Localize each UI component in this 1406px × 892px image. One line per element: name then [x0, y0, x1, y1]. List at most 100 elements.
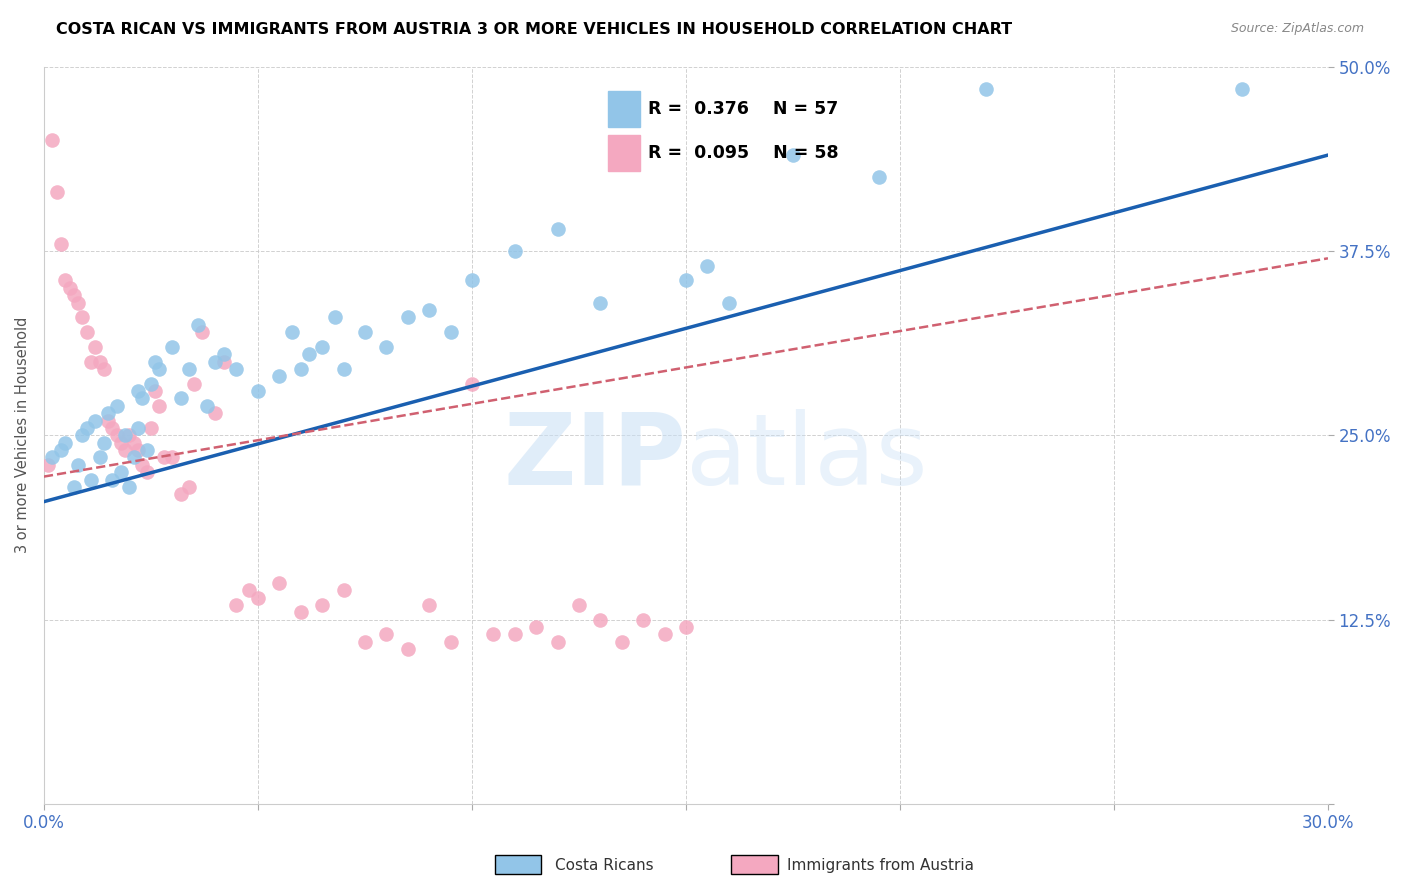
Point: [118, 480, 141, 494]
Point: [974, 81, 997, 95]
Point: [72, 428, 94, 442]
Point: [162, 450, 184, 465]
Point: [212, 347, 235, 361]
Point: [332, 583, 354, 598]
Point: [396, 642, 419, 657]
Point: [49, 443, 72, 458]
Point: [72, 310, 94, 325]
Point: [41, 450, 63, 465]
Point: [63, 480, 86, 494]
Point: [675, 620, 697, 634]
Point: [135, 465, 157, 479]
Point: [717, 295, 740, 310]
Point: [114, 428, 136, 442]
Point: [101, 473, 124, 487]
Point: [105, 399, 128, 413]
Point: [37, 458, 59, 472]
Y-axis label: 3 or more Vehicles in Household: 3 or more Vehicles in Household: [15, 317, 30, 553]
Point: [89, 450, 111, 465]
Point: [183, 376, 205, 391]
Point: [122, 450, 145, 465]
Point: [118, 428, 141, 442]
Point: [311, 340, 333, 354]
Point: [89, 354, 111, 368]
Point: [238, 583, 260, 598]
Point: [179, 362, 201, 376]
Point: [76, 421, 98, 435]
Text: Immigrants from Austria: Immigrants from Austria: [787, 858, 974, 872]
Point: [290, 362, 312, 376]
Point: [323, 310, 346, 325]
Point: [461, 376, 484, 391]
Point: [418, 302, 440, 317]
Point: [58, 281, 80, 295]
Text: ZIP: ZIP: [503, 409, 686, 506]
Point: [148, 399, 170, 413]
Point: [439, 325, 461, 339]
Point: [212, 354, 235, 368]
Point: [354, 325, 377, 339]
Point: [143, 354, 166, 368]
Point: [148, 362, 170, 376]
Point: [41, 133, 63, 147]
Point: [80, 354, 103, 368]
Point: [122, 435, 145, 450]
Point: [170, 392, 193, 406]
Point: [246, 591, 269, 605]
Point: [568, 598, 591, 612]
Text: Source: ZipAtlas.com: Source: ZipAtlas.com: [1230, 22, 1364, 36]
Point: [332, 362, 354, 376]
Point: [80, 473, 103, 487]
Point: [589, 613, 612, 627]
Point: [93, 362, 115, 376]
Point: [49, 236, 72, 251]
Point: [84, 413, 107, 427]
Point: [418, 598, 440, 612]
Point: [67, 458, 90, 472]
Point: [503, 244, 526, 258]
Point: [170, 487, 193, 501]
Text: COSTA RICAN VS IMMIGRANTS FROM AUSTRIA 3 OR MORE VEHICLES IN HOUSEHOLD CORRELATI: COSTA RICAN VS IMMIGRANTS FROM AUSTRIA 3…: [56, 22, 1012, 37]
Point: [610, 634, 633, 648]
Point: [631, 613, 654, 627]
Point: [547, 222, 569, 236]
Point: [76, 325, 98, 339]
Point: [63, 288, 86, 302]
Point: [143, 384, 166, 398]
Point: [139, 421, 162, 435]
Point: [97, 413, 120, 427]
Point: [868, 170, 890, 185]
Point: [547, 634, 569, 648]
Point: [195, 399, 218, 413]
Point: [269, 575, 291, 590]
Point: [53, 435, 76, 450]
Text: Costa Ricans: Costa Ricans: [555, 858, 654, 872]
Point: [524, 620, 547, 634]
Point: [269, 369, 291, 384]
Point: [152, 450, 174, 465]
Point: [162, 340, 184, 354]
Point: [204, 406, 226, 420]
Point: [131, 458, 153, 472]
Point: [225, 362, 247, 376]
Point: [246, 384, 269, 398]
Point: [187, 318, 209, 332]
Point: [127, 443, 149, 458]
Point: [45, 185, 67, 199]
Point: [482, 627, 505, 641]
Point: [375, 627, 398, 641]
Point: [782, 148, 804, 162]
Point: [204, 354, 226, 368]
Point: [311, 598, 333, 612]
Point: [53, 273, 76, 287]
Point: [135, 443, 157, 458]
Point: [225, 598, 247, 612]
Point: [396, 310, 419, 325]
Point: [375, 340, 398, 354]
Point: [84, 340, 107, 354]
Point: [105, 428, 128, 442]
Point: [127, 421, 149, 435]
Point: [179, 480, 201, 494]
Point: [298, 347, 321, 361]
Point: [1232, 81, 1254, 95]
